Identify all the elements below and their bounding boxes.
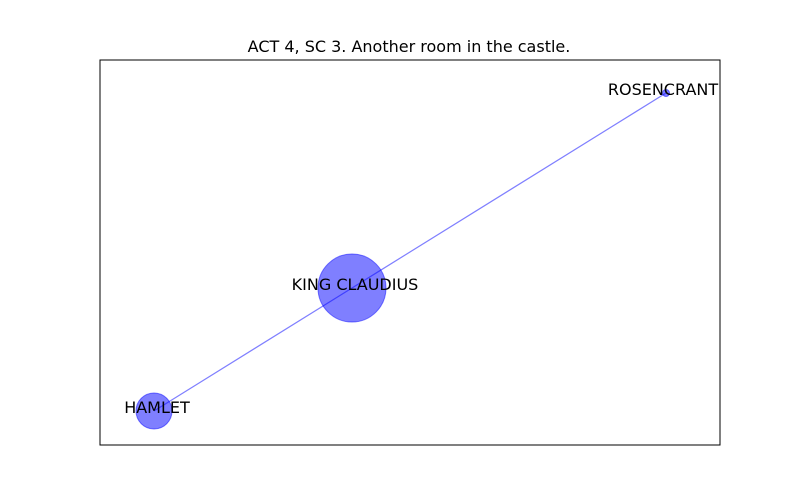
edges-layer bbox=[153, 92, 667, 412]
node-label-rosencrant: ROSENCRANT bbox=[608, 80, 719, 99]
node-label-hamlet: HAMLET bbox=[124, 398, 190, 417]
nodes-layer bbox=[135, 89, 670, 430]
node-rosencrant bbox=[662, 89, 670, 97]
edge-rosencrant-king-claudius bbox=[351, 92, 667, 289]
node-hamlet bbox=[135, 392, 173, 430]
labels-layer: ROSENCRANT KING CLAUDIUS HAMLET bbox=[124, 80, 718, 417]
chart-title: ACT 4, SC 3. Another room in the castle. bbox=[248, 37, 571, 56]
plot-frame bbox=[99, 59, 721, 446]
edge-king-claudius-hamlet bbox=[153, 287, 353, 412]
node-king-claudius bbox=[317, 253, 387, 323]
node-label-king-claudius: KING CLAUDIUS bbox=[292, 275, 419, 294]
